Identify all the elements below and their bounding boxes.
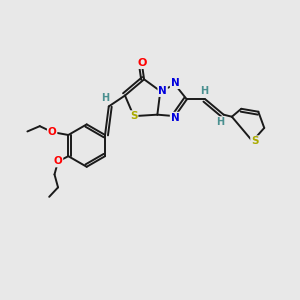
Text: S: S <box>130 111 138 121</box>
Text: H: H <box>101 93 109 103</box>
Text: S: S <box>251 136 259 146</box>
Text: N: N <box>171 78 179 88</box>
Text: N: N <box>158 86 167 96</box>
Text: O: O <box>48 127 56 137</box>
Text: O: O <box>54 157 62 166</box>
Text: O: O <box>137 58 146 68</box>
Text: H: H <box>200 86 208 96</box>
Text: H: H <box>216 117 224 127</box>
Text: N: N <box>171 112 179 123</box>
